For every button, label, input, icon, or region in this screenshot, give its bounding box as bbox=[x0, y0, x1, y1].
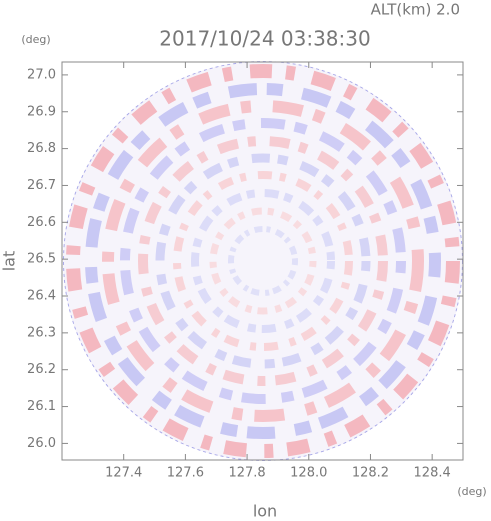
y-tick-label: 26.0 bbox=[27, 436, 56, 451]
x-tick-label: 128.4 bbox=[414, 466, 451, 481]
x-tick-label: 127.8 bbox=[228, 466, 265, 481]
x-unit: (deg) bbox=[457, 485, 486, 498]
chart-title: 2017/10/24 03:38:30 bbox=[159, 27, 370, 51]
y-tick-label: 26.2 bbox=[27, 362, 56, 377]
y-tick-label: 26.8 bbox=[27, 141, 56, 156]
y-tick-label: 26.7 bbox=[27, 178, 56, 193]
altitude: ALT(km) 2.0 bbox=[371, 1, 460, 19]
x-tick-label: 128.2 bbox=[352, 466, 389, 481]
y-tick-label: 27.0 bbox=[27, 67, 56, 82]
y-tick-label: 26.4 bbox=[27, 289, 56, 304]
y-unit: (deg) bbox=[21, 33, 50, 46]
x-tick-label: 127.6 bbox=[167, 466, 204, 481]
y-tick-label: 26.3 bbox=[27, 325, 56, 340]
y-tick-label: 26.1 bbox=[27, 399, 56, 414]
y-tick-label: 26.5 bbox=[27, 252, 56, 267]
x-tick-label: 128.0 bbox=[290, 466, 327, 481]
y-tick-label: 26.9 bbox=[27, 104, 56, 119]
x-axis-label: lon bbox=[253, 502, 277, 521]
y-axis-label: lat bbox=[0, 251, 19, 272]
radar-field bbox=[63, 61, 463, 461]
y-tick-label: 26.6 bbox=[27, 215, 56, 230]
x-tick-label: 127.4 bbox=[105, 466, 142, 481]
plot-frame bbox=[61, 61, 464, 461]
